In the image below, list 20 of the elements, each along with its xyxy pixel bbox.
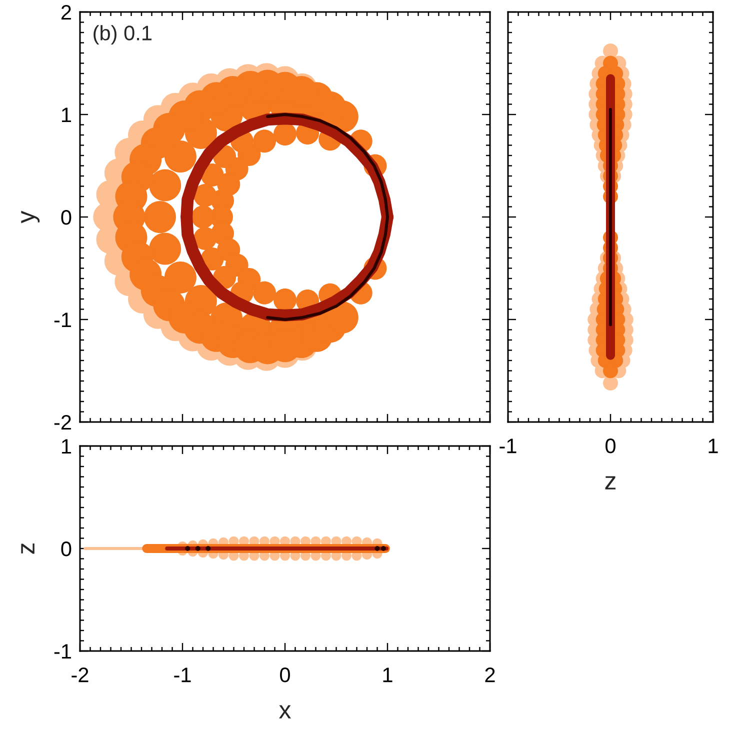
y-axis-title: z — [21, 543, 34, 554]
x-axis-title: z — [605, 476, 616, 490]
y-tick-label: -1 — [54, 644, 71, 659]
x-tick-label: 0 — [280, 668, 290, 682]
x-tick-label: 1 — [383, 668, 392, 682]
x-axis-title: x — [279, 705, 291, 718]
y-tick-label: 2 — [61, 5, 71, 20]
x-tick-label: 2 — [485, 668, 495, 682]
x-tick-label: 0 — [606, 438, 616, 454]
y-axis-title: y — [21, 210, 40, 224]
x-tick-label: -1 — [500, 438, 516, 454]
x-tick-label: -2 — [72, 668, 88, 682]
x-tick-label: 1 — [708, 438, 718, 454]
y-tick-label: 0 — [61, 542, 72, 556]
y-tick-label: -1 — [54, 312, 71, 328]
y-tick-label: 1 — [62, 108, 71, 122]
y-tick-label: 0 — [61, 210, 72, 225]
y-tick-label: -2 — [54, 415, 71, 430]
x-tick-label: -1 — [174, 668, 191, 682]
annotation: (b) 0.1 — [94, 25, 152, 45]
